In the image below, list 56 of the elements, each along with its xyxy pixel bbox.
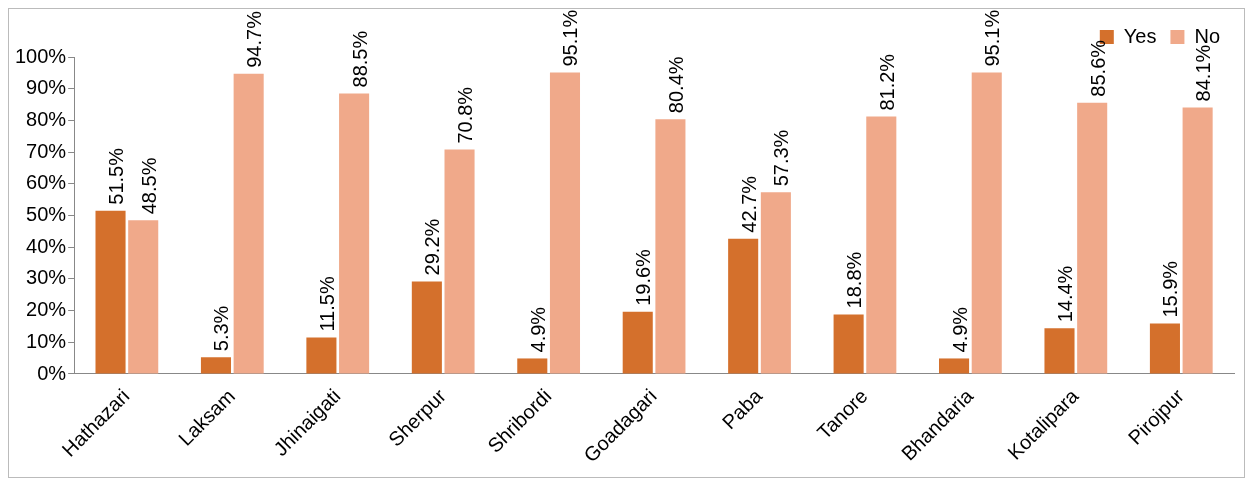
bar [128,220,159,374]
bar [200,357,232,374]
bar [1077,102,1108,374]
bar [1149,323,1180,374]
data-label: 14.4% [1054,265,1077,323]
bar [517,358,548,374]
bar [549,72,581,374]
y-tick-label: 70% [26,139,67,162]
data-label: 95.1% [559,9,582,67]
data-label: 19.6% [632,248,655,306]
data-label: 5.3% [210,305,233,352]
bar [655,119,686,374]
bar [411,281,442,374]
bar [1182,107,1213,374]
y-tick-label: 30% [26,266,67,289]
bar [233,73,264,374]
data-label: 95.1% [981,9,1004,67]
bar [444,149,475,374]
y-tick-label: 10% [26,329,67,352]
data-label: 11.5% [315,276,338,332]
y-tick-label: 0% [37,361,67,384]
bar [971,72,1002,374]
y-tick-label: 50% [26,203,67,226]
y-tick-label: 20% [26,298,67,321]
bar [339,93,370,374]
bar [866,116,897,374]
data-label: 57.3% [770,129,793,187]
y-tick-label: 60% [26,171,67,194]
data-label: 81.2% [875,53,898,111]
bar [728,238,759,374]
data-label: 29.2% [421,218,444,276]
data-label: 4.9% [948,306,971,353]
y-tick-label: 40% [26,234,67,257]
data-label: 18.8% [843,251,866,309]
bar [939,358,970,374]
y-tick-label: 90% [26,76,67,99]
data-label: 94.7% [243,10,266,68]
data-label: 80.4% [664,56,687,114]
data-label: 84.1% [1192,44,1215,102]
bar [306,337,337,374]
bar [833,314,864,374]
bar [1044,328,1075,374]
data-label: 51.5% [105,147,128,205]
data-label: 48.5% [137,157,160,215]
y-tick-label: 80% [26,107,67,130]
data-label: 42.7% [737,175,760,233]
data-label: 70.8% [454,86,477,144]
bar [760,192,791,374]
data-label: 4.9% [526,306,549,353]
data-label: 88.5% [348,30,371,88]
data-label: 15.9% [1159,260,1182,318]
y-tick-label: 100% [15,44,67,67]
data-label: 85.6% [1086,39,1109,97]
bar [622,311,653,374]
bar [95,210,126,374]
legend-label: Yes [1123,24,1157,47]
